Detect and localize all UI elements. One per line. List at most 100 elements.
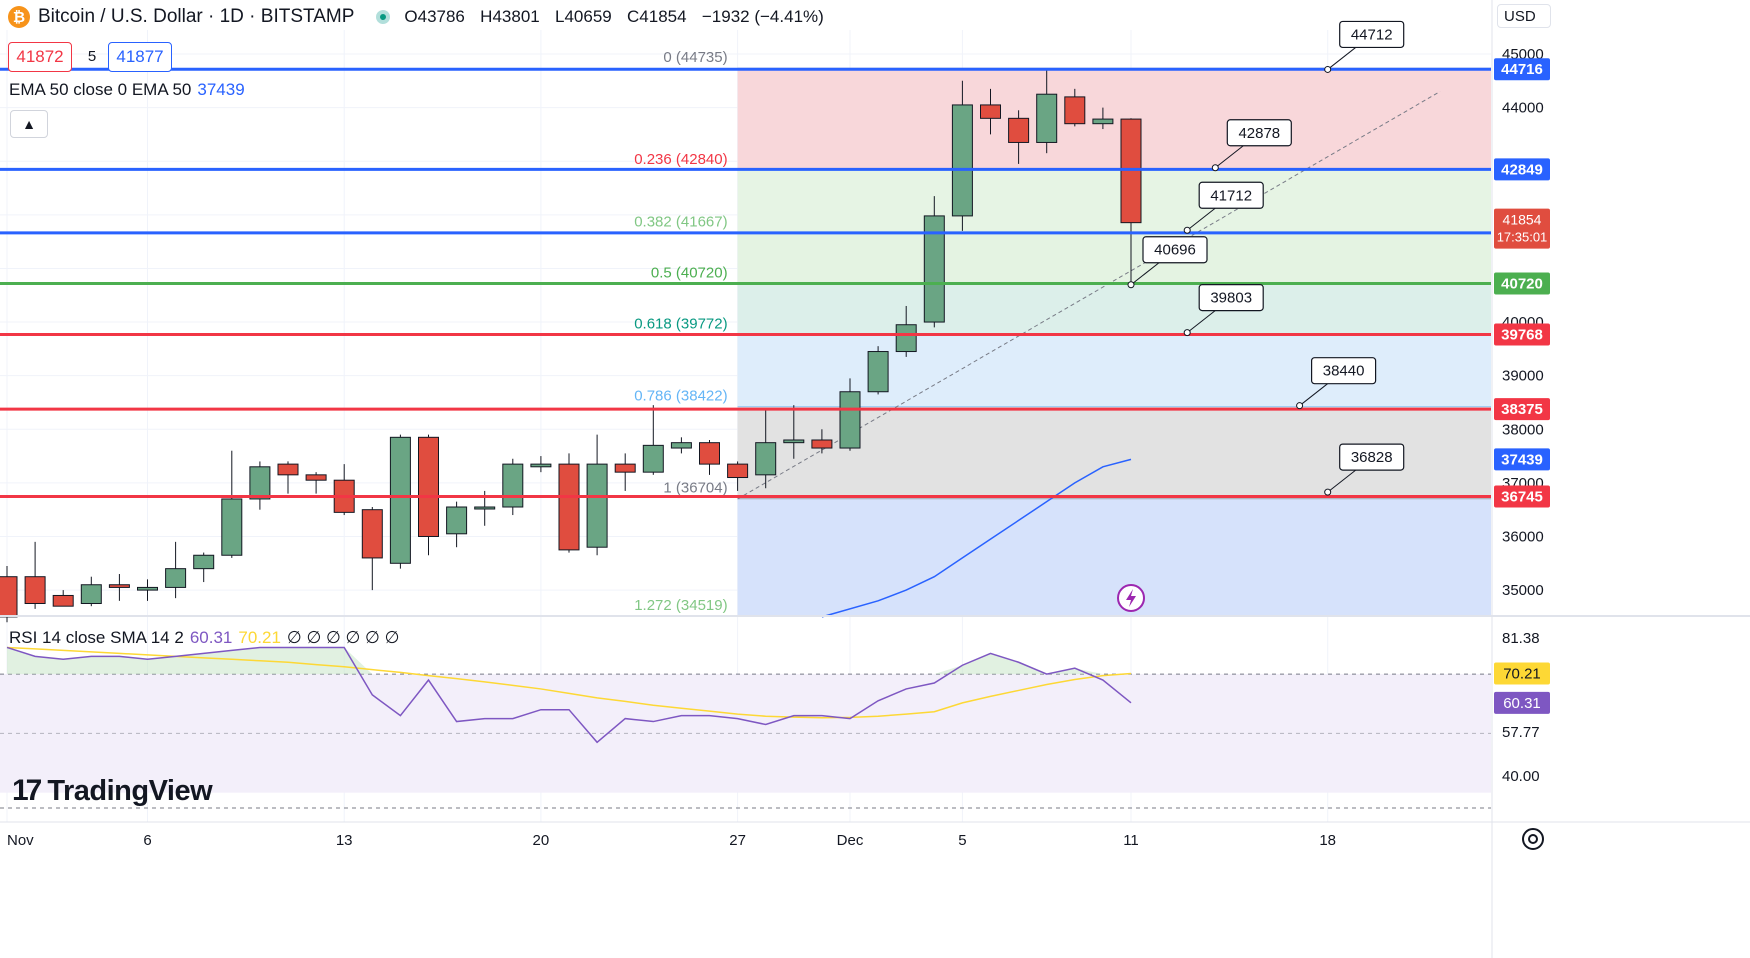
candle-body: [670, 442, 692, 449]
candle-body: [0, 576, 18, 618]
price-axis: 3500036000370003800039000400004400045000…: [1494, 46, 1550, 785]
rsi-label-text: 70.21: [1503, 666, 1541, 683]
rsi-overbought-fill: [7, 647, 1131, 675]
callout-label: 39803: [1210, 290, 1252, 307]
price-label-box: [1494, 448, 1550, 471]
fib-level-label: 0 (44735): [663, 49, 727, 66]
candle-body: [446, 506, 468, 535]
currency-selector[interactable]: USD: [1497, 4, 1551, 28]
candle-body: [474, 506, 496, 510]
fib-level-label: 1.272 (34519): [634, 597, 727, 614]
rsi-label-text: 60.31: [1503, 695, 1541, 712]
time-axis-label: 5: [958, 832, 966, 849]
price-label-box: [1494, 58, 1550, 81]
time-axis-label: 27: [729, 832, 746, 849]
candle-body: [727, 463, 749, 479]
rsi-legend-label: RSI 14 close SMA 14 2: [9, 628, 184, 647]
candle-body: [52, 594, 74, 607]
callout-box: [1339, 443, 1405, 471]
callout-box: [1226, 119, 1292, 147]
candle-body: [1036, 93, 1058, 143]
buy-button[interactable]: 41877: [108, 42, 172, 72]
gear-icon[interactable]: [1522, 828, 1544, 850]
callout-label: 40696: [1154, 242, 1196, 259]
last-price-text: 41854: [1503, 212, 1542, 228]
rsi-axis-tick: 57.77: [1502, 724, 1540, 741]
callout-anchor: [1296, 402, 1304, 410]
tradingview-logo-icon: 17: [12, 774, 42, 807]
candle-body: [1008, 117, 1030, 143]
symbol-title[interactable]: Bitcoin / U.S. Dollar · 1D · BITSTAMP: [38, 6, 355, 27]
ema-legend[interactable]: EMA 50 close 0 EMA 50 37439: [9, 80, 245, 100]
price-axis-tick: 36000: [1502, 528, 1544, 545]
price-label-box: [1494, 158, 1550, 181]
open-value: O43786: [404, 7, 465, 26]
candle-body: [895, 324, 917, 353]
change-value: −1932 (−4.41%): [701, 7, 824, 26]
candle-body: [277, 463, 299, 476]
time-axis-label: 11: [1123, 832, 1139, 849]
high-value: H43801: [480, 7, 540, 26]
fib-zone: [737, 169, 1491, 233]
callout-box: [1142, 236, 1208, 264]
fib-zone: [737, 68, 1491, 170]
rsi-pane: [0, 646, 1491, 809]
candle-body: [137, 586, 158, 591]
callout-pointer: [1214, 145, 1244, 169]
time-axis-label: Dec: [837, 832, 864, 849]
price-axis-tick: 38000: [1502, 421, 1544, 438]
candle-body: [755, 442, 777, 476]
time-axis-label: 6: [143, 832, 151, 849]
callout-pointer: [1130, 262, 1160, 286]
callout-pointer: [1186, 310, 1216, 334]
candle-body: [24, 576, 46, 605]
time-axis-label: Nov: [7, 832, 34, 849]
time-axis-label: 18: [1319, 832, 1336, 849]
fib-level-label: 0.618 (39772): [634, 315, 727, 332]
close-value: C41854: [627, 7, 687, 26]
candle-body: [1092, 118, 1114, 125]
price-label-text: 39768: [1501, 326, 1543, 343]
candle-body: [699, 442, 720, 465]
fib-level-label: 1 (36704): [663, 480, 727, 497]
rsi-sma-line: [6, 646, 1132, 719]
candle-body: [165, 568, 187, 588]
rsi-label-box: [1494, 691, 1550, 714]
low-value: L40659: [555, 7, 612, 26]
price-label-text: 44716: [1501, 61, 1543, 78]
tradingview-logo[interactable]: 17 TradingView: [12, 774, 213, 808]
ema-line: [821, 458, 1132, 618]
spread-value: 5: [87, 47, 97, 65]
callout-pointer: [1186, 207, 1216, 231]
candle-body: [558, 463, 580, 551]
candle-body: [783, 439, 805, 444]
candle-body: [1120, 118, 1142, 224]
candle-body: [614, 463, 636, 473]
rsi-label-box: [1494, 662, 1550, 685]
candle-body: [811, 439, 833, 449]
symbol-header: ₿ Bitcoin / U.S. Dollar · 1D · BITSTAMP …: [8, 4, 834, 30]
candles: [0, 68, 1142, 623]
fib-zone: [737, 232, 1491, 284]
price-label-box: [1494, 398, 1550, 421]
candle-body: [923, 215, 945, 323]
fib-level-label: 0.236 (42840): [634, 151, 727, 168]
sell-button[interactable]: 41872: [8, 42, 72, 72]
ema-legend-value: 37439: [197, 80, 245, 99]
collapse-legend-button[interactable]: ▲: [10, 110, 48, 138]
price-axis-tick: 44000: [1502, 100, 1544, 117]
candle-body: [80, 584, 102, 605]
candle-body: [530, 463, 552, 468]
callout-pointer: [1327, 47, 1357, 70]
callout-box: [1339, 20, 1405, 49]
callout-anchor: [1324, 65, 1332, 73]
rsi-legend-value: 60.31: [189, 628, 233, 647]
time-axis: Nov 6 13 20 27 Dec 5 11 18: [7, 832, 1336, 849]
lightning-icon-bolt: [1126, 589, 1136, 607]
candle-body: [108, 584, 130, 588]
candle-body: [867, 351, 889, 393]
candle-body: [586, 463, 608, 548]
rsi-legend[interactable]: RSI 14 close SMA 14 2 60.31 70.21 ∅ ∅ ∅ ∅ ∅…: [9, 628, 399, 648]
last-price-countdown: 17:35:01: [1497, 230, 1548, 245]
